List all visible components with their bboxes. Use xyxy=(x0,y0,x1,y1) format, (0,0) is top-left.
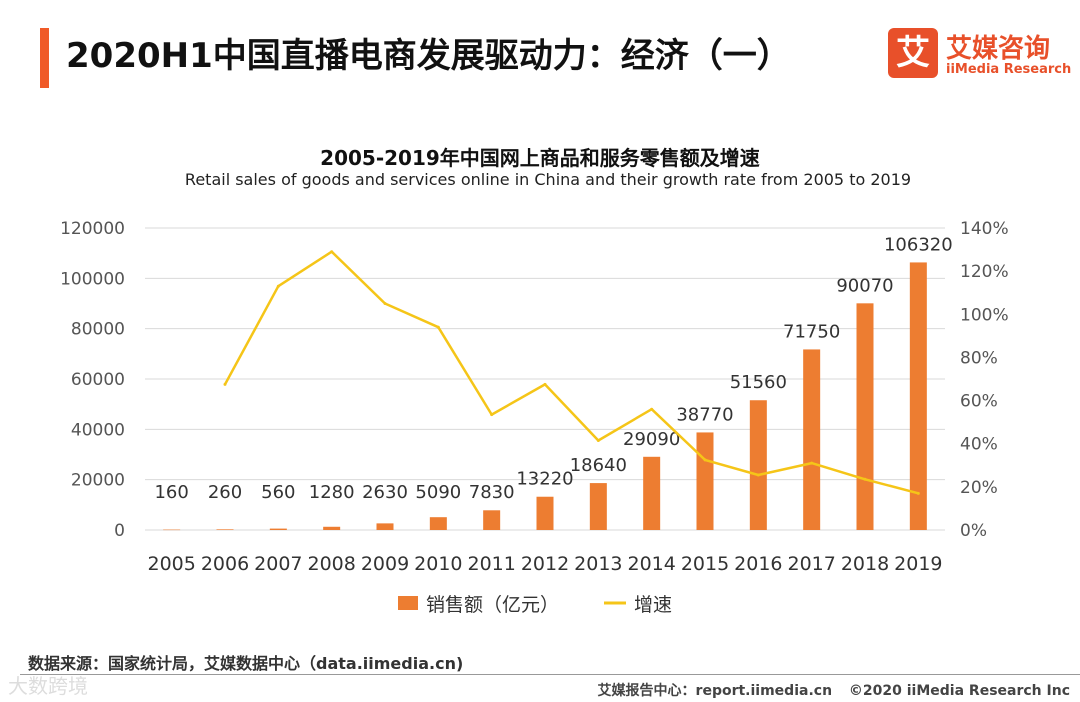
y-left-tick-label: 60000 xyxy=(71,370,125,390)
bar-value-label: 5090 xyxy=(415,482,461,503)
y-right-tick-label: 80% xyxy=(960,348,998,368)
bar-value-label: 29090 xyxy=(623,429,680,450)
bar xyxy=(536,496,554,530)
bar-value-label: 160 xyxy=(154,482,188,503)
y-right-tick-label: 140% xyxy=(960,219,1009,239)
bar-value-label: 1280 xyxy=(309,482,355,503)
bar-value-label: 38770 xyxy=(676,404,733,425)
bar xyxy=(269,528,287,530)
bar xyxy=(216,529,234,530)
logo-mark: 艾 xyxy=(888,28,938,78)
growth-rate-point xyxy=(703,458,707,462)
y-left-tick-label: 120000 xyxy=(60,219,125,239)
bar xyxy=(909,262,927,530)
x-tick-label: 2011 xyxy=(467,553,515,575)
bar xyxy=(856,303,874,530)
bar-value-label: 18640 xyxy=(570,455,627,476)
legend-bar-label: 销售额（亿元） xyxy=(426,594,559,616)
bar-value-label: 71750 xyxy=(783,321,840,342)
copyright: ©2020 iiMedia Research Inc xyxy=(848,683,1070,699)
y-right-tick-label: 0% xyxy=(960,521,987,541)
bar xyxy=(643,456,661,530)
footer: 艾媒报告中心：report.iimedia.cn ©2020 iiMedia R… xyxy=(586,680,1070,700)
bar xyxy=(323,526,341,530)
bar xyxy=(803,349,821,530)
growth-rate-point xyxy=(223,382,227,386)
y-right-tick-label: 60% xyxy=(960,392,998,412)
growth-rate-point xyxy=(863,477,867,481)
bar-value-label: 7830 xyxy=(469,482,515,503)
title-accent-bar xyxy=(40,28,49,88)
y-left-tick-label: 0 xyxy=(114,521,125,541)
y-left-tick-label: 80000 xyxy=(71,320,125,340)
growth-rate-point xyxy=(916,491,920,495)
x-tick-label: 2016 xyxy=(734,553,782,575)
x-tick-label: 2006 xyxy=(201,553,249,575)
growth-rate-point xyxy=(330,250,334,254)
growth-rate-point xyxy=(543,382,547,386)
bar-value-label: 260 xyxy=(208,482,242,503)
bar-value-label: 106320 xyxy=(884,234,953,255)
growth-rate-point xyxy=(490,413,494,417)
y-left-tick-label: 40000 xyxy=(71,420,125,440)
watermark: 大数跨境 xyxy=(8,674,88,698)
x-tick-label: 2009 xyxy=(361,553,409,575)
bar xyxy=(376,523,394,530)
bar xyxy=(163,529,181,531)
growth-rate-point xyxy=(756,473,760,477)
y-right-tick-label: 40% xyxy=(960,435,998,455)
y-right-tick-label: 120% xyxy=(960,262,1009,282)
chart-title: 2005-2019年中国网上商品和服务零售额及增速 xyxy=(320,146,760,170)
bar-value-label: 51560 xyxy=(730,372,787,393)
growth-rate-point xyxy=(596,438,600,442)
bar xyxy=(589,483,607,530)
x-tick-label: 2019 xyxy=(894,553,942,575)
y-right-tick-label: 100% xyxy=(960,305,1009,325)
chart-subtitle: Retail sales of goods and services onlin… xyxy=(184,170,912,189)
x-tick-label: 2013 xyxy=(574,553,622,575)
growth-rate-point xyxy=(276,284,280,288)
logo-en: iiMedia Research xyxy=(946,62,1072,77)
x-tick-label: 2008 xyxy=(307,553,355,575)
page-title: 2020H1中国直播电商发展驱动力：经济（一） xyxy=(66,36,791,76)
logo-cn: 艾媒咨询 xyxy=(946,34,1051,64)
x-tick-label: 2017 xyxy=(787,553,835,575)
x-tick-label: 2005 xyxy=(147,553,195,575)
x-tick-label: 2018 xyxy=(841,553,889,575)
bar-value-label: 90070 xyxy=(836,275,893,296)
x-tick-label: 2014 xyxy=(627,553,675,575)
bar xyxy=(483,510,501,530)
iimedia-logo: 艾 艾媒咨询 iiMedia Research xyxy=(888,28,1071,82)
bar-value-label: 2630 xyxy=(362,482,408,503)
x-tick-label: 2012 xyxy=(521,553,569,575)
growth-rate-line xyxy=(223,250,919,495)
x-tick-label: 2007 xyxy=(254,553,302,575)
growth-rate-point xyxy=(436,325,440,329)
x-tick-label: 2010 xyxy=(414,553,462,575)
y-left-tick-label: 100000 xyxy=(60,269,125,289)
data-source: 数据来源：国家统计局，艾媒数据中心（data.iimedia.cn) xyxy=(28,654,464,673)
growth-rate-point xyxy=(383,302,387,305)
growth-rate-point xyxy=(810,461,814,465)
y-right-tick-label: 20% xyxy=(960,478,998,498)
footer-divider xyxy=(20,674,1080,675)
bar xyxy=(749,400,767,530)
y-left-tick-label: 20000 xyxy=(71,471,125,491)
bar xyxy=(696,432,714,530)
growth-rate-point xyxy=(650,407,654,411)
x-tick-label: 2015 xyxy=(681,553,729,575)
legend-bar-swatch xyxy=(398,596,418,610)
bar xyxy=(429,517,447,530)
bar-value-label: 13220 xyxy=(516,469,573,490)
report-center-link[interactable]: 艾媒报告中心：report.iimedia.cn xyxy=(597,683,833,699)
bar-value-label: 560 xyxy=(261,482,295,503)
legend-line-label: 增速 xyxy=(634,594,672,616)
